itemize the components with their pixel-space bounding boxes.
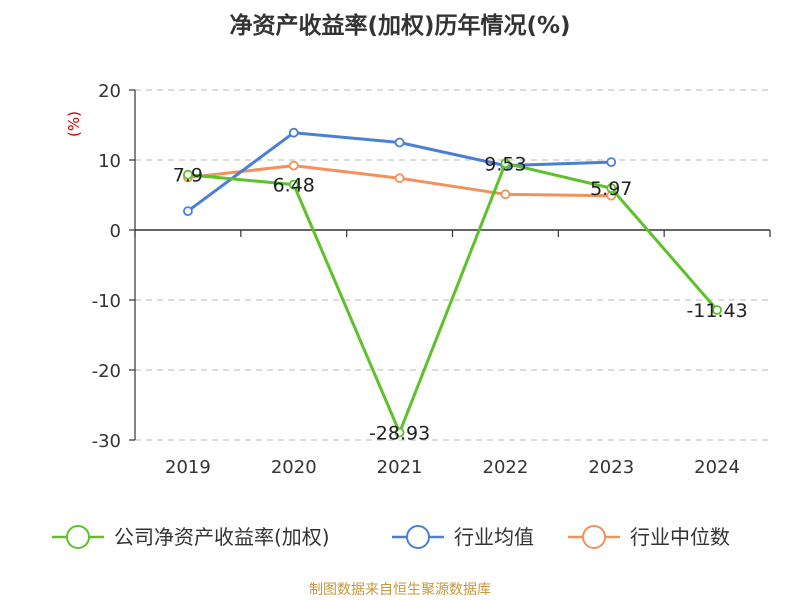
y-tick-label: 0 — [110, 221, 121, 242]
series-point-0[interactable] — [394, 427, 405, 438]
legend-marker — [582, 525, 606, 549]
x-tick-label: 2019 — [165, 457, 211, 478]
legend-label: 行业均值 — [454, 525, 534, 549]
data-label: 9.53 — [484, 153, 526, 175]
grid-lines — [135, 89, 770, 441]
legend-item-2[interactable]: 行业中位数 — [568, 525, 730, 549]
source-note: 制图数据来自恒生聚源数据库 — [309, 582, 491, 598]
series-point-1[interactable] — [394, 137, 405, 148]
x-tick-label: 2023 — [588, 457, 634, 478]
series-point-2[interactable] — [288, 160, 299, 171]
series-point-1[interactable] — [183, 206, 193, 217]
y-tick-label: -20 — [92, 361, 121, 382]
legend-marker — [406, 525, 430, 549]
data-label: 6.48 — [273, 175, 315, 197]
series-group — [183, 127, 722, 438]
x-tick-label: 2020 — [271, 457, 317, 478]
legend-label: 行业中位数 — [630, 525, 730, 549]
legend-marker — [66, 525, 90, 549]
series-point-1[interactable] — [288, 127, 299, 138]
series-point-0[interactable] — [712, 305, 722, 315]
y-axis-label: (%) — [65, 111, 83, 137]
data-label: 5.97 — [590, 178, 632, 200]
data-labels: 7.9 6.48 -28.93 9.53 5.97 -11.43 — [173, 153, 748, 444]
legend[interactable]: 公司净资产收益率(加权) 行业均值 行业中位数 — [52, 525, 730, 549]
y-tick-label: 20 — [98, 81, 121, 102]
legend-item-1[interactable]: 行业均值 — [392, 525, 534, 549]
legend-item-0[interactable]: 公司净资产收益率(加权) — [52, 525, 330, 549]
data-label: -28.93 — [369, 423, 430, 445]
legend-label: 公司净资产收益率(加权) — [114, 525, 330, 549]
y-tick-label: 10 — [98, 151, 121, 172]
series-point-1[interactable] — [606, 157, 617, 168]
data-label: 7.9 — [173, 165, 203, 187]
series-point-0[interactable] — [183, 169, 193, 180]
x-tick-label: 2021 — [377, 457, 423, 478]
axes: 20 10 0 -10 -20 -30 2019 2020 2021 2022 2023 2024 — [92, 81, 771, 478]
x-tick-label: 2024 — [694, 457, 740, 478]
series-point-2[interactable] — [394, 173, 405, 184]
series-line-0 — [187, 161, 719, 435]
series-point-2[interactable] — [500, 189, 511, 200]
y-tick-label: -30 — [92, 431, 121, 452]
x-tick-label: 2022 — [483, 457, 529, 478]
series-point-0[interactable] — [606, 183, 617, 194]
data-label: -11.43 — [686, 300, 747, 322]
chart-title: 净资产收益率(加权)历年情况(%) — [229, 12, 570, 39]
series-point-0[interactable] — [288, 179, 299, 190]
y-tick-label: -10 — [92, 291, 121, 312]
series-point-0[interactable] — [500, 158, 511, 169]
